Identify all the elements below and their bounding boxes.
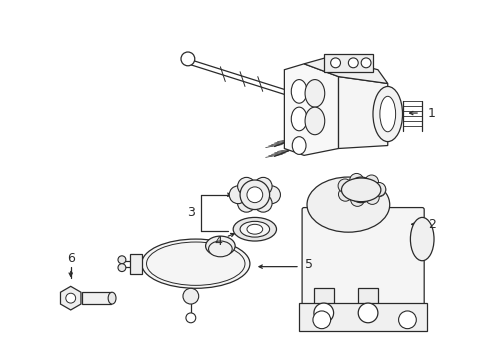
- FancyBboxPatch shape: [302, 208, 423, 310]
- Circle shape: [330, 58, 340, 68]
- Bar: [358, 288, 377, 308]
- Polygon shape: [61, 286, 81, 310]
- Ellipse shape: [246, 224, 262, 234]
- Circle shape: [353, 183, 367, 197]
- Circle shape: [349, 174, 363, 187]
- Ellipse shape: [305, 80, 324, 107]
- Circle shape: [181, 52, 194, 66]
- Ellipse shape: [108, 292, 116, 304]
- Text: 3: 3: [186, 206, 194, 219]
- Circle shape: [262, 186, 280, 204]
- Ellipse shape: [208, 241, 232, 257]
- Ellipse shape: [142, 239, 249, 288]
- Circle shape: [185, 313, 195, 323]
- Circle shape: [371, 183, 385, 196]
- Circle shape: [338, 188, 351, 201]
- Circle shape: [350, 193, 364, 206]
- Bar: [81, 292, 111, 304]
- Ellipse shape: [205, 236, 235, 256]
- Bar: [313, 288, 333, 308]
- Ellipse shape: [240, 221, 269, 237]
- Polygon shape: [338, 77, 387, 148]
- Circle shape: [313, 303, 333, 323]
- Ellipse shape: [292, 137, 305, 154]
- Circle shape: [240, 180, 269, 210]
- Bar: [299, 303, 426, 330]
- Circle shape: [337, 179, 351, 193]
- Circle shape: [229, 186, 246, 204]
- Ellipse shape: [306, 177, 389, 232]
- Ellipse shape: [409, 217, 433, 261]
- Text: 2: 2: [427, 218, 435, 231]
- Ellipse shape: [183, 288, 198, 304]
- Ellipse shape: [291, 107, 306, 131]
- Polygon shape: [284, 64, 338, 156]
- Ellipse shape: [372, 86, 402, 141]
- Ellipse shape: [233, 217, 276, 241]
- Text: 6: 6: [67, 252, 75, 265]
- Circle shape: [118, 264, 125, 271]
- Text: 5: 5: [305, 258, 312, 271]
- Circle shape: [364, 175, 378, 189]
- Bar: [129, 254, 142, 274]
- Ellipse shape: [341, 178, 380, 202]
- Circle shape: [358, 303, 377, 323]
- Circle shape: [347, 177, 373, 203]
- Bar: [323, 54, 372, 72]
- Circle shape: [118, 256, 125, 264]
- Text: 4: 4: [214, 235, 222, 248]
- Circle shape: [361, 58, 370, 68]
- Text: 1: 1: [427, 107, 435, 120]
- Ellipse shape: [379, 96, 395, 132]
- Circle shape: [398, 311, 415, 329]
- Ellipse shape: [305, 107, 324, 135]
- Circle shape: [237, 194, 255, 212]
- Ellipse shape: [291, 80, 306, 103]
- Circle shape: [246, 187, 262, 203]
- Circle shape: [237, 177, 255, 195]
- Circle shape: [365, 190, 378, 204]
- Circle shape: [254, 177, 271, 195]
- Polygon shape: [304, 57, 387, 84]
- Circle shape: [254, 194, 271, 212]
- Circle shape: [347, 58, 358, 68]
- Circle shape: [371, 183, 385, 197]
- Circle shape: [312, 311, 330, 329]
- Circle shape: [66, 293, 76, 303]
